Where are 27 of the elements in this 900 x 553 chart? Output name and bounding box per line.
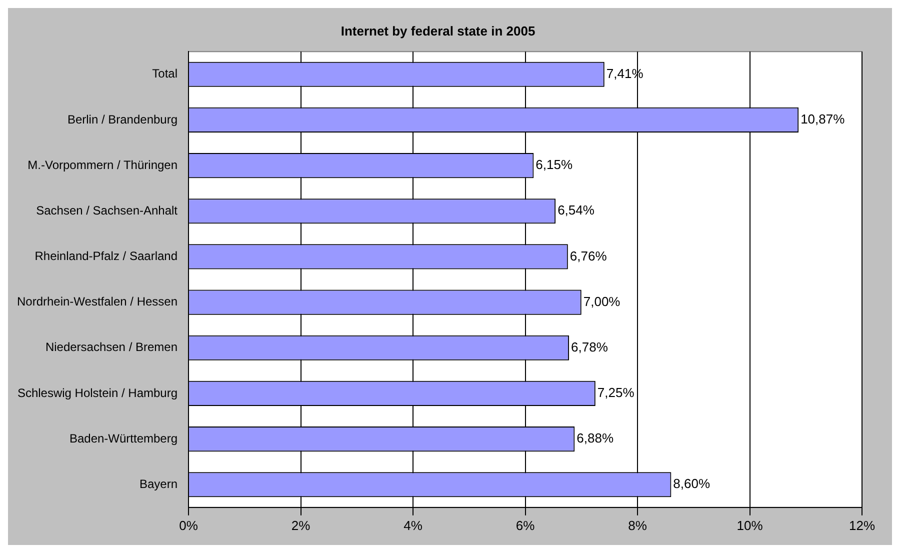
data-label: 6,88%: [576, 430, 614, 446]
x-tick-label: 6%: [516, 518, 536, 533]
data-label: 7,00%: [583, 294, 621, 309]
y-tick-label: Nordrhein-Westfalen / Hessen: [16, 294, 178, 309]
y-tick-label: Schleswig Holstein / Hamburg: [17, 386, 178, 400]
data-label: 6,54%: [558, 202, 595, 218]
data-label: 6,76%: [570, 248, 608, 264]
y-tick-label: Berlin / Brandenburg: [67, 112, 178, 126]
data-label: 8,60%: [673, 476, 710, 492]
y-tick-label: Sachsen / Sachsen-Anhalt: [36, 203, 178, 218]
y-tick-label: M.-Vorpommern / Thüringen: [28, 158, 178, 172]
x-tick-label: 12%: [848, 518, 876, 533]
y-tick-label: Total: [152, 66, 178, 81]
x-tick-label: 10%: [736, 518, 764, 533]
chart-title: Internet by federal state in 2005: [340, 23, 536, 38]
x-tick-label: 0%: [179, 518, 198, 533]
y-tick-label: Bayern: [139, 476, 178, 491]
x-tick-label: 4%: [404, 518, 423, 533]
x-tick-label: 2%: [291, 518, 311, 533]
data-label: 10,87%: [800, 112, 846, 127]
data-label: 7,25%: [597, 385, 635, 400]
y-tick-label: Baden-Württemberg: [69, 431, 178, 446]
data-label: 6,15%: [536, 157, 573, 172]
y-tick-label: Niedersachsen / Bremen: [45, 340, 178, 354]
data-label: 6,78%: [571, 339, 608, 354]
y-tick-label: Rheinland-Pfalz / Saarland: [34, 249, 178, 264]
x-tick-label: 8%: [628, 518, 648, 533]
